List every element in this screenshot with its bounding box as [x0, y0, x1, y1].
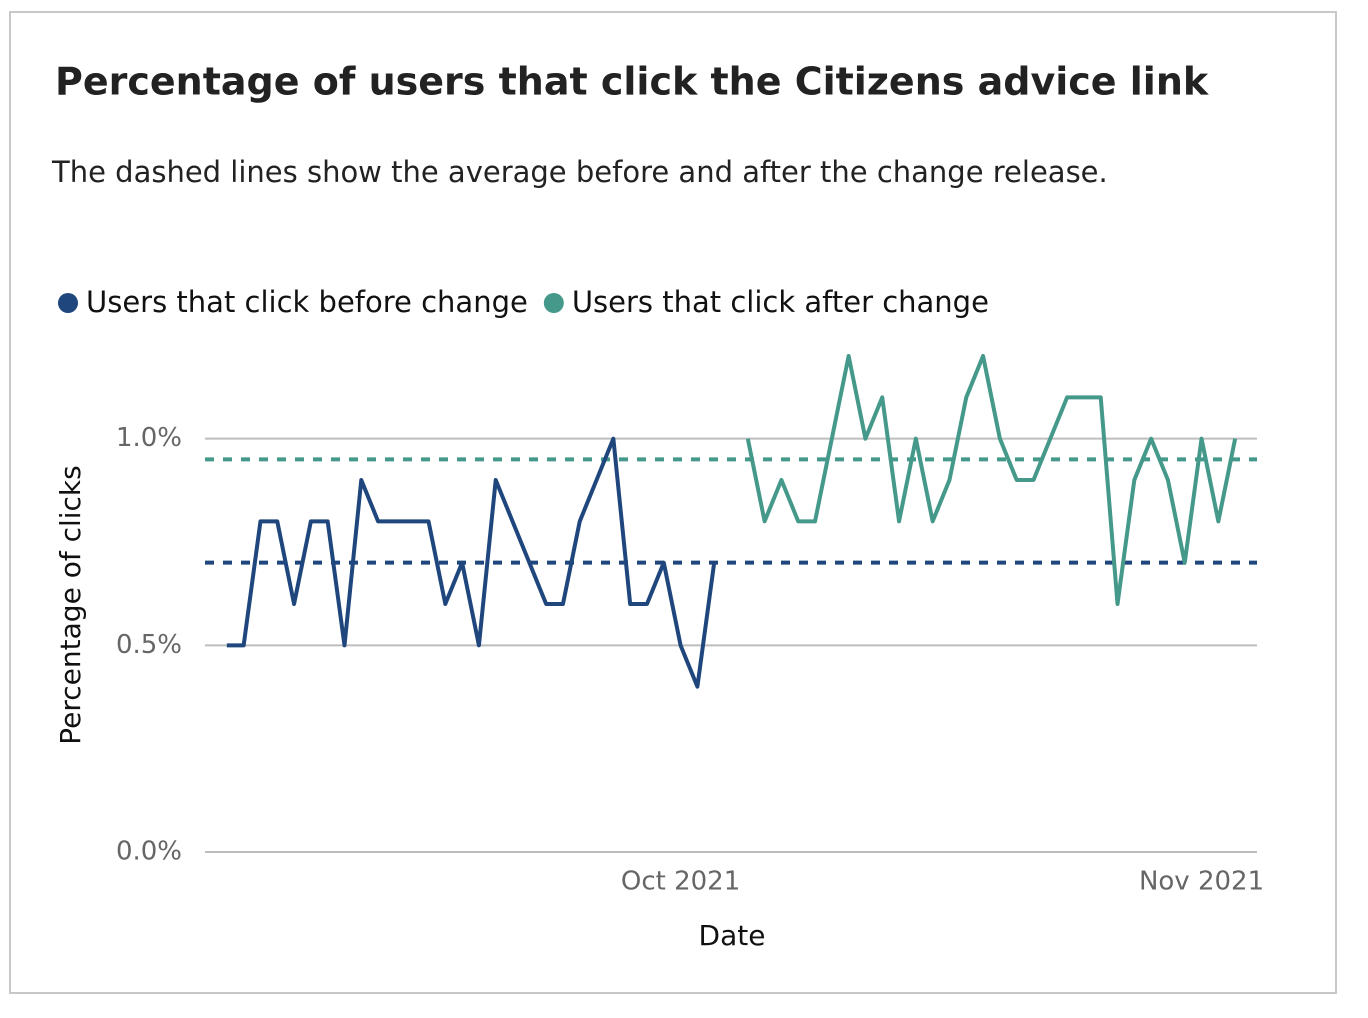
data-line: [226, 436, 717, 689]
x-tick-label: Nov 2021: [1139, 867, 1264, 897]
x-tick-label: Oct 2021: [621, 867, 740, 897]
y-tick-label: 1.0%: [116, 423, 182, 453]
legend-marker: [58, 293, 78, 313]
x-axis-label: Date: [699, 919, 766, 952]
data-line: [745, 354, 1238, 606]
legend-marker: [543, 293, 564, 313]
y-tick-label: 0.0%: [116, 837, 182, 867]
chart-title: Percentage of users that click the Citiz…: [55, 60, 1209, 104]
legend-label: Users that click after change: [572, 285, 989, 319]
chart-frame: [9, 11, 1337, 994]
y-axis-label: Percentage of clicks: [54, 465, 87, 744]
y-tick-label: 0.5%: [116, 630, 182, 660]
chart-subtitle: The dashed lines show the average before…: [51, 155, 1108, 189]
legend-label: Users that click before change: [86, 285, 528, 319]
